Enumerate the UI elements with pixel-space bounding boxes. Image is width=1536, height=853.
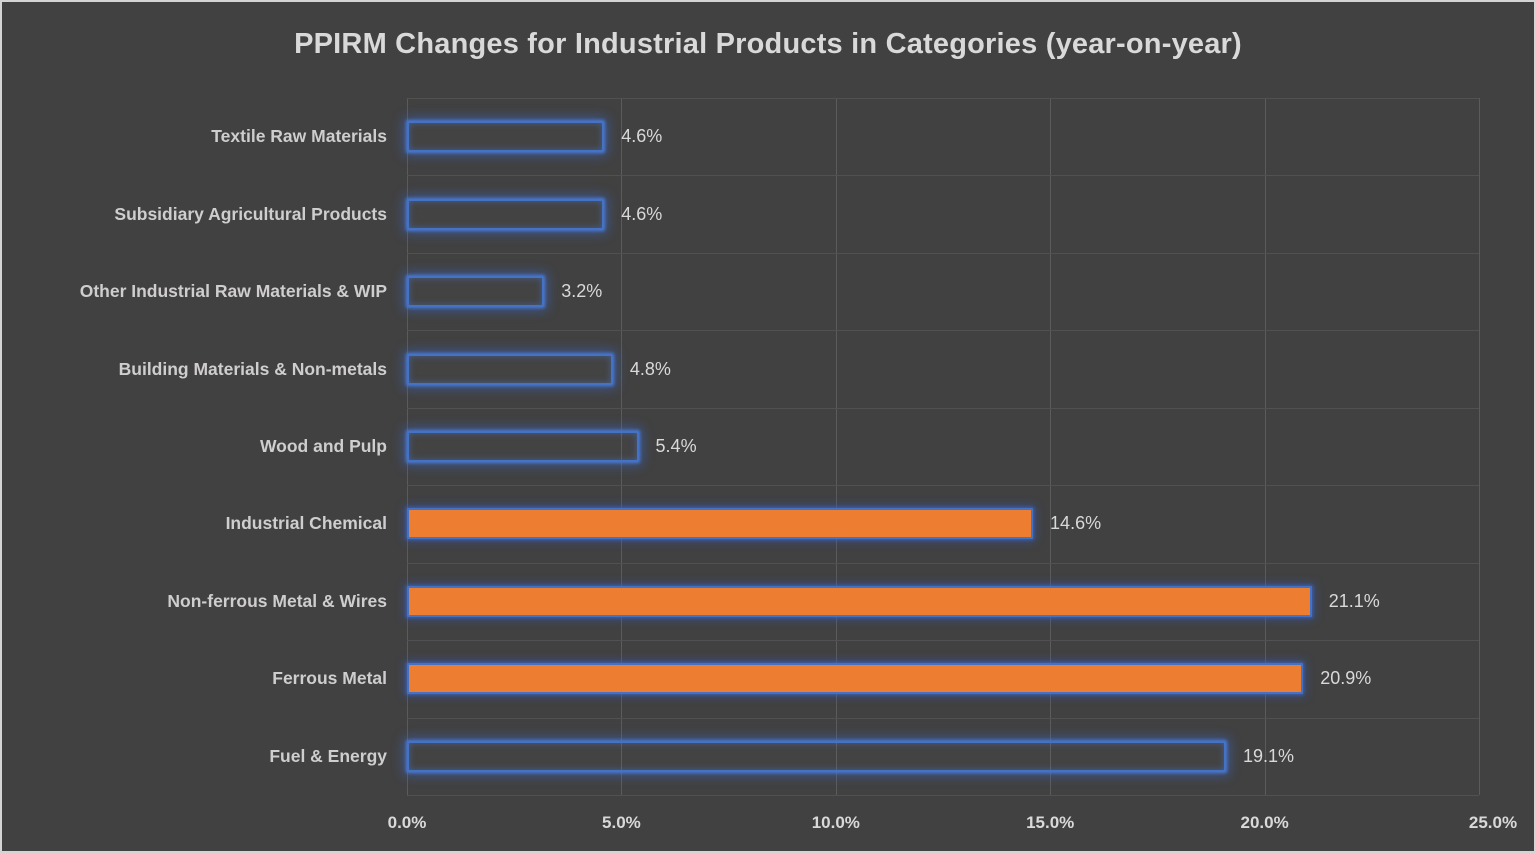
gridline-horizontal [407,717,1479,719]
gridline-vertical [1050,98,1052,795]
value-label: 3.2% [561,281,603,302]
x-axis-tick-label: 20.0% [1240,813,1289,832]
gridline-vertical [835,98,837,795]
bar [407,121,605,153]
gridline-vertical [1264,98,1266,795]
gridline-horizontal [407,330,1479,332]
value-label: 5.4% [655,435,697,456]
gridline-horizontal [407,485,1479,487]
bar [407,353,613,385]
bar [407,431,639,462]
value-label: 4.6% [621,126,663,147]
bar [407,276,545,308]
bar [407,585,1312,617]
bar [407,740,1226,772]
bar [407,508,1034,540]
category-label: Non-ferrous Metal & Wires [167,590,387,611]
gridline-vertical [621,98,623,795]
category-label: Subsidiary Agricultural Products [114,203,387,224]
gridline-horizontal [407,640,1479,642]
gridline-horizontal [407,407,1479,409]
value-label: 20.9% [1320,668,1372,689]
category-label: Textile Raw Materials [211,126,387,147]
x-axis-tick-label: 15.0% [1026,813,1075,832]
x-axis-tick-label: 10.0% [811,813,860,832]
category-label: Ferrous Metal [272,668,387,689]
chart-title: PPIRM Changes for Industrial Products in… [294,28,1242,60]
bar [407,663,1304,695]
value-label: 21.1% [1328,590,1380,611]
value-label: 4.6% [621,203,663,224]
x-axis-tick-label: 0.0% [387,813,427,832]
bar [407,198,605,230]
gridline-horizontal [407,252,1479,254]
category-label: Wood and Pulp [259,435,387,456]
gridline-horizontal [407,562,1479,564]
category-label: Fuel & Energy [269,745,387,766]
category-label: Industrial Chemical [225,513,387,534]
value-label: 19.1% [1243,745,1295,766]
value-label: 14.6% [1050,513,1102,534]
value-label: 4.8% [629,358,671,379]
category-label: Other Industrial Raw Materials & WIP [79,281,387,302]
gridline-horizontal [407,98,1479,99]
gridline-horizontal [407,795,1479,796]
gridline-vertical [1479,98,1480,795]
x-axis-tick-label: 25.0% [1468,813,1518,832]
category-label: Building Materials & Non-metals [118,358,387,379]
gridline-horizontal [407,175,1479,177]
x-axis-tick-label: 5.0% [602,813,641,832]
